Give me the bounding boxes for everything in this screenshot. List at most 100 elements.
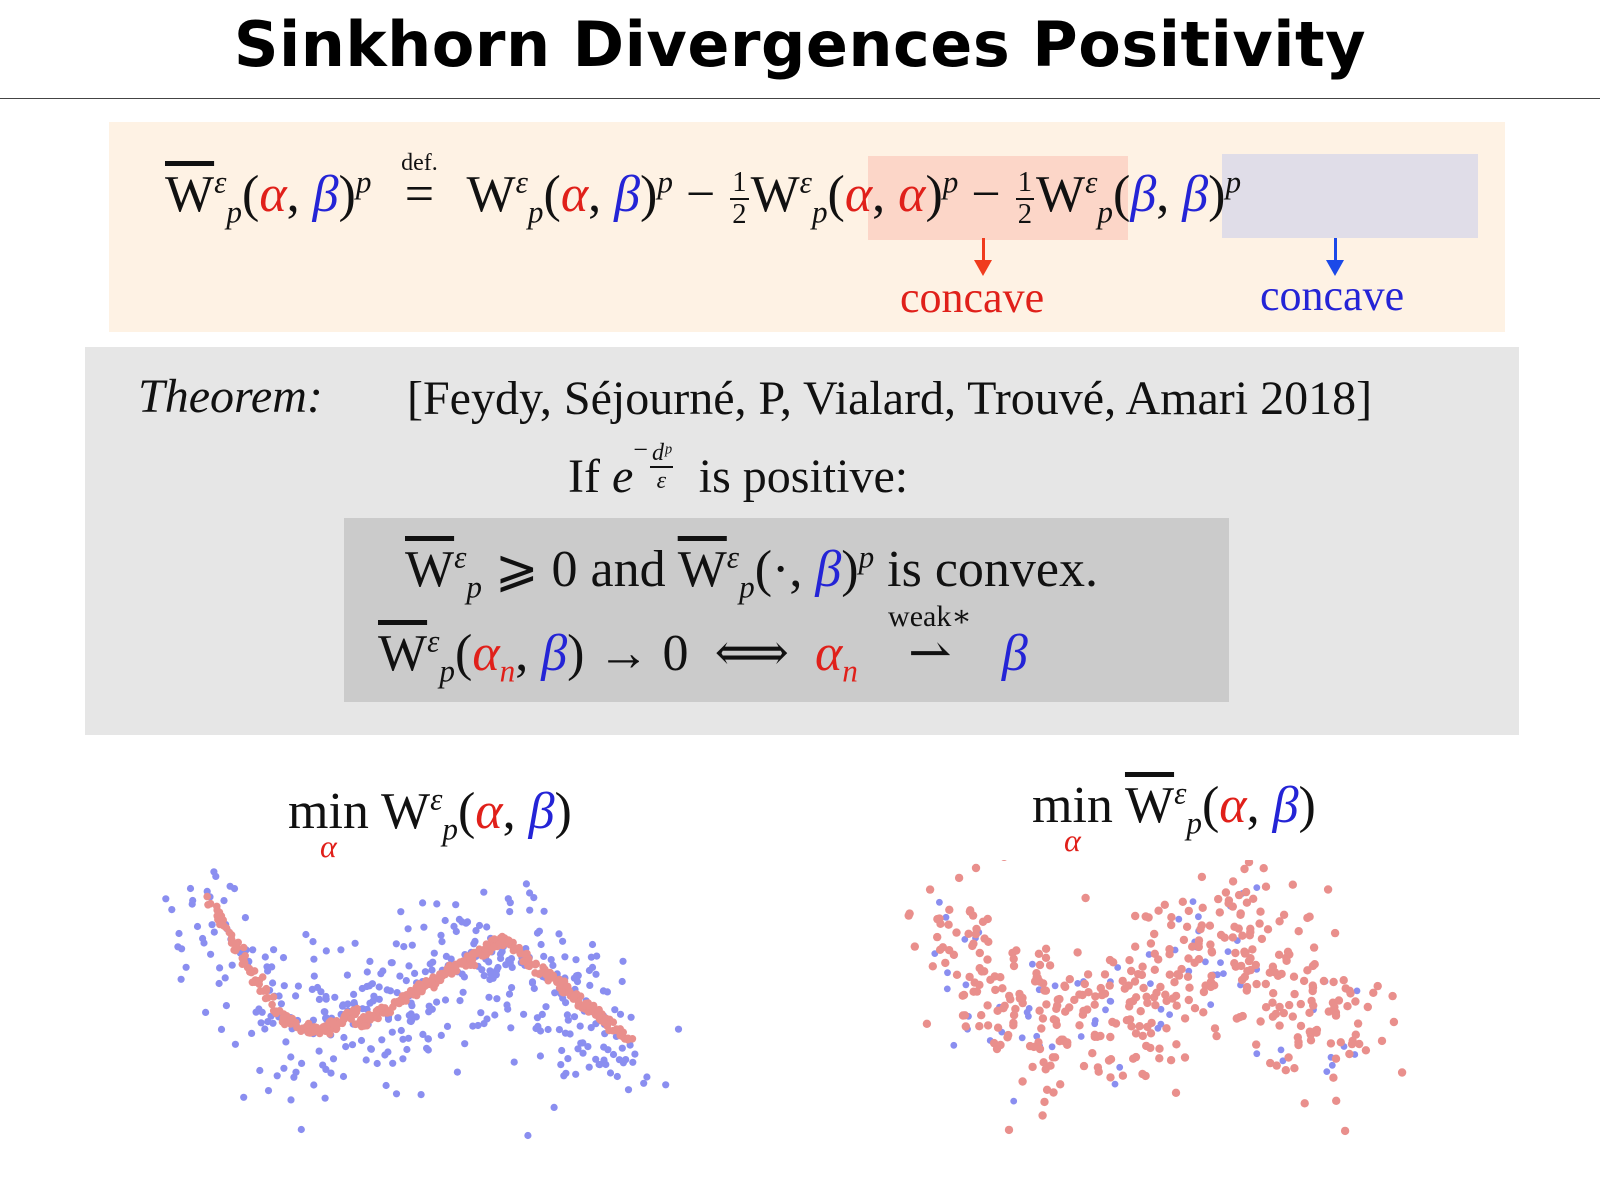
red-point xyxy=(954,873,964,883)
red-point xyxy=(1105,955,1115,965)
red-point xyxy=(1363,1002,1372,1012)
blue-point xyxy=(310,955,318,963)
blue-point xyxy=(1074,980,1082,987)
red-point xyxy=(489,943,498,951)
red-point xyxy=(1263,925,1273,934)
red-point xyxy=(1174,971,1184,980)
red-point xyxy=(581,999,590,1008)
blue-point xyxy=(394,1014,402,1022)
blue-point xyxy=(1253,884,1261,891)
blue-point xyxy=(1025,1012,1032,1020)
red-point xyxy=(1261,979,1270,989)
red-point xyxy=(1006,995,1015,1004)
red-point xyxy=(1289,972,1299,981)
blue-point xyxy=(587,953,595,961)
red-point xyxy=(1388,991,1397,1001)
red-point xyxy=(438,972,447,980)
red-point xyxy=(320,1024,328,1032)
red-point xyxy=(1081,893,1090,903)
red-point xyxy=(619,1028,627,1037)
red-point xyxy=(1009,961,1019,971)
red-point xyxy=(218,920,226,929)
blue-point xyxy=(1116,1063,1124,1071)
red-point xyxy=(961,1022,970,1031)
red-point xyxy=(271,1008,280,1016)
blue-point xyxy=(188,900,196,908)
red-point xyxy=(1351,997,1360,1006)
blue-point xyxy=(563,1011,571,1019)
blue-point xyxy=(399,1035,407,1043)
red-point xyxy=(329,1019,337,1028)
red-point xyxy=(459,958,467,967)
blue-point xyxy=(202,1008,210,1016)
red-point xyxy=(1220,933,1229,942)
blue-point xyxy=(220,897,228,905)
blue-point xyxy=(408,1016,416,1024)
blue-point xyxy=(322,947,330,955)
red-point xyxy=(1039,979,1048,988)
blue-point xyxy=(544,1025,552,1034)
red-point xyxy=(1001,860,1007,861)
red-point xyxy=(910,942,919,951)
red-point xyxy=(326,1030,334,1038)
blue-point xyxy=(408,1002,416,1010)
red-point xyxy=(1336,1038,1345,1047)
red-point xyxy=(1288,1012,1297,1021)
right-plot-title: min α Wεp(α, β) xyxy=(1032,775,1316,858)
blue-point xyxy=(547,956,555,964)
blue-point xyxy=(362,1056,370,1064)
blue-point xyxy=(550,1103,558,1111)
red-point xyxy=(1237,961,1246,971)
blue-point xyxy=(442,952,450,960)
blue-point xyxy=(392,1090,401,1098)
blue-point xyxy=(258,1008,266,1016)
blue-point xyxy=(375,995,383,1003)
blue-point xyxy=(1202,958,1209,966)
blue-point xyxy=(270,946,278,954)
blue-point xyxy=(936,898,943,906)
blue-point xyxy=(168,906,176,914)
red-point xyxy=(986,975,995,984)
blue-point xyxy=(595,1060,603,1069)
red-point xyxy=(1201,981,1210,990)
blue-point xyxy=(407,1010,415,1018)
red-point xyxy=(971,863,981,873)
blue-point xyxy=(508,984,516,992)
blue-point xyxy=(477,1009,485,1017)
blue-point xyxy=(472,927,480,935)
red-point xyxy=(1331,1011,1341,1020)
blue-point xyxy=(443,1022,452,1030)
blue-point xyxy=(1114,964,1122,971)
red-point xyxy=(377,1003,386,1012)
blue-point xyxy=(458,918,466,926)
red-point xyxy=(312,1023,321,1032)
red-point xyxy=(1042,1000,1051,1009)
blue-point xyxy=(542,1003,550,1011)
red-point xyxy=(1078,1010,1088,1019)
red-point xyxy=(1146,1029,1156,1038)
blue-point xyxy=(1147,980,1154,987)
red-point xyxy=(1279,910,1289,919)
blue-point xyxy=(1220,970,1227,977)
red-point xyxy=(1324,1007,1333,1016)
blue-point xyxy=(942,913,950,921)
blue-point xyxy=(622,1056,630,1064)
red-point xyxy=(1319,976,1329,986)
red-point xyxy=(428,975,436,984)
red-point xyxy=(624,1034,632,1043)
red-point xyxy=(359,1013,368,1021)
blue-point xyxy=(222,1002,230,1010)
blue-point xyxy=(226,882,234,890)
red-point xyxy=(983,955,992,964)
red-point xyxy=(1185,983,1194,992)
blue-point xyxy=(619,957,627,965)
blue-point xyxy=(564,1016,572,1024)
red-point xyxy=(1389,1017,1399,1027)
red-point xyxy=(1308,961,1318,971)
blue-point xyxy=(342,1043,350,1051)
blue-point xyxy=(319,1061,327,1069)
red-point xyxy=(1179,935,1189,945)
blue-point xyxy=(320,1008,328,1016)
red-point xyxy=(1326,1039,1336,1048)
red-point xyxy=(231,946,240,955)
